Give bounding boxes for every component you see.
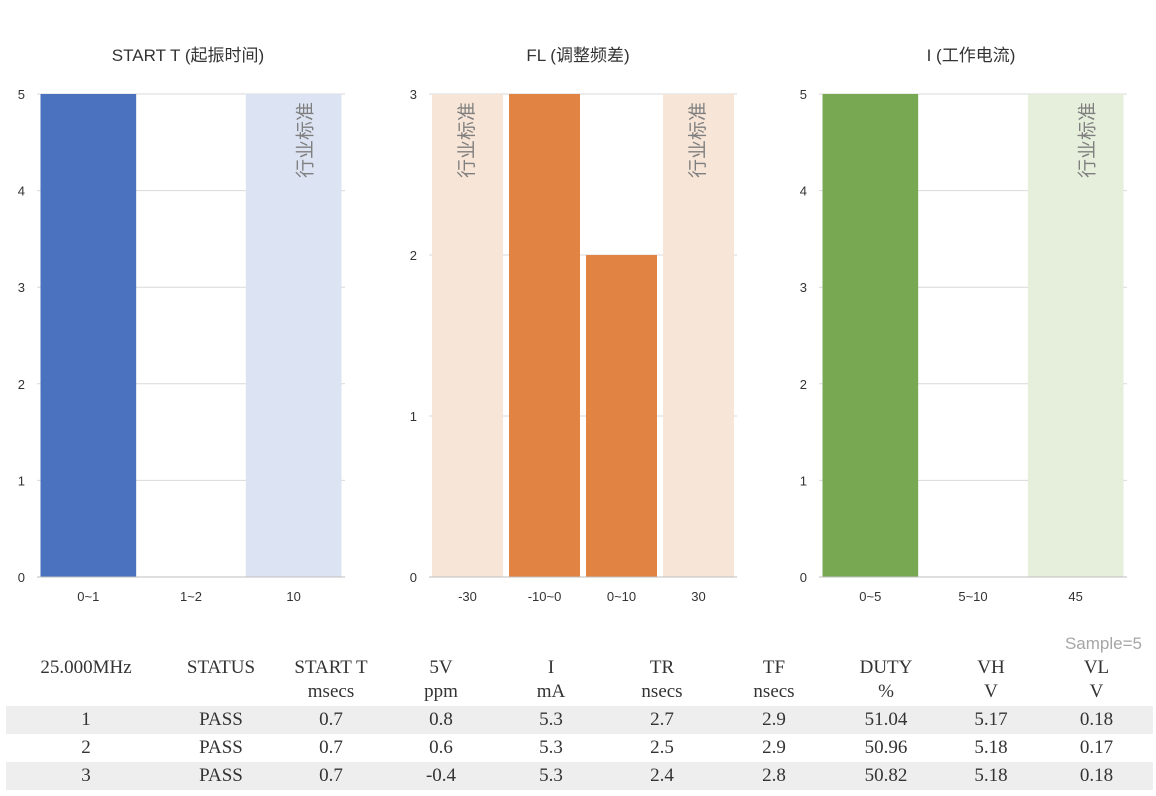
bar [40,94,137,577]
table-row: 3 PASS 0.7 -0.4 5.3 2.4 2.8 50.82 5.18 0… [6,762,1153,790]
chart-title: I (工作电流) [927,46,1016,65]
header-duty: DUTY% [859,657,913,702]
header-vh: VH V [977,657,1005,702]
table-cell: 2.7 [650,709,674,730]
y-tick-label: 0 [410,570,417,585]
y-tick-label: 2 [800,377,807,392]
chart-start-t: START T (起振时间) 0 1 2 3 4 5 0~1 1~2 行业标准 10 [18,46,345,604]
table-cell: PASS [199,709,243,730]
standard-band-label: 行业标准 [456,102,478,178]
chart-title: FL (调整频差) [526,46,629,65]
x-tick-label: 0~1 [77,589,99,604]
table-cell: 50.82 [864,765,908,786]
table-cell: 0.18 [1079,709,1114,730]
y-tick-label: 0 [800,570,807,585]
y-tick-label: 3 [800,280,807,295]
x-tick-label: -30 [458,589,477,604]
bar [586,255,657,577]
table-cell: 0.8 [429,709,453,730]
y-tick-label: 3 [18,280,25,295]
x-tick-label: 30 [691,589,705,604]
x-tick-label: 1~2 [180,589,202,604]
table-cell: 2 [81,737,91,758]
y-tick-label: 2 [18,377,25,392]
table-cell: 3 [81,765,91,786]
standard-band-label: 行业标准 [687,102,709,178]
table-cell: 5.3 [539,765,563,786]
y-tick-label: 2 [410,248,417,263]
y-tick-label: 4 [800,184,807,199]
y-tick-label: 4 [18,184,25,199]
header-frequency: 25.000MHz [40,657,132,678]
table-cell: -0.4 [425,765,457,786]
x-tick-label: 0~5 [859,589,881,604]
table-cell: 5.17 [974,709,1008,730]
header-5v: 5V ppm [424,657,458,702]
table-cell: 51.04 [864,709,908,730]
table-cell: PASS [199,765,243,786]
standard-band [432,94,503,577]
standard-band-label: 行业标准 [295,102,317,178]
y-tick-label: 3 [410,87,417,102]
x-tick-label: 5~10 [958,589,987,604]
header-tr: TR nsecs [641,657,683,702]
y-tick-label: 5 [18,87,25,102]
standard-band-label: 行业标准 [1077,102,1099,178]
y-tick-label: 1 [800,473,807,488]
standard-band [1027,94,1124,577]
table-cell: 0.18 [1079,765,1114,786]
y-tick-label: 0 [18,570,25,585]
x-tick-label: 45 [1068,589,1082,604]
sample-count-label: Sample=5 [1064,634,1142,653]
table-cell: 2.5 [650,737,674,758]
y-tick-label: 5 [800,87,807,102]
standard-band [245,94,342,577]
header-vl: VL V [1083,657,1110,702]
table-cell: 5.3 [539,709,563,730]
table-cell: 2.8 [762,765,786,786]
table-cell: 5.18 [974,737,1008,758]
table-cell: 0.17 [1079,737,1114,758]
table-cell: 2.9 [762,709,786,730]
table-row: 1 PASS 0.7 0.8 5.3 2.7 2.9 51.04 5.17 0.… [6,706,1153,734]
table-cell: 2.9 [762,737,786,758]
chart-title: START T (起振时间) [112,46,264,65]
table-cell: 0.7 [319,765,343,786]
x-tick-label: -10~0 [528,589,562,604]
table-cell: PASS [199,737,243,758]
table-cell: 2.4 [650,765,674,786]
x-tick-label: 0~10 [607,589,636,604]
standard-band [663,94,734,577]
table-row: 2 PASS 0.7 0.6 5.3 2.5 2.9 50.96 5.18 0.… [6,734,1153,762]
chart-fl: FL (调整频差) 0 1 2 3 行业标准 -30 -10~0 0~10 行业标准 30 [410,46,737,604]
table-cell: 50.96 [864,737,908,758]
header-tf: TF nsecs [753,657,795,702]
x-tick-label: 10 [286,589,300,604]
table-cell: 5.18 [974,765,1008,786]
header-status: STATUS [186,657,256,678]
table-cell: 0.6 [429,737,453,758]
table-cell: 5.3 [539,737,563,758]
bar [822,94,919,577]
y-tick-label: 1 [410,409,417,424]
y-tick-label: 1 [18,473,25,488]
table-cell: 0.7 [319,737,343,758]
table-cell: 1 [81,709,91,730]
table-cell: 0.7 [319,709,343,730]
bar [509,94,580,577]
